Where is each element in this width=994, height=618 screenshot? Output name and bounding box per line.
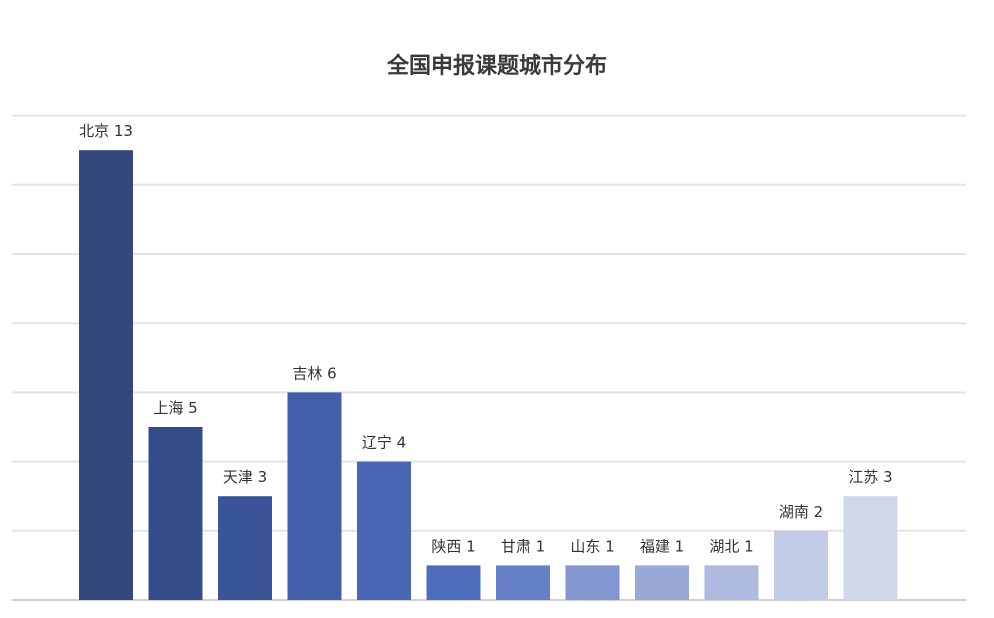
data-label-7: 甘肃 1 xyxy=(501,537,545,555)
data-label-6: 陕西 1 xyxy=(431,537,475,555)
bar-10 xyxy=(704,565,759,600)
data-label-8: 山东 1 xyxy=(570,537,614,555)
bar-7 xyxy=(496,565,550,600)
bar-8 xyxy=(565,565,620,600)
bar-5 xyxy=(357,461,411,600)
data-label-5: 辽宁 4 xyxy=(362,434,406,452)
bar-9 xyxy=(635,565,689,600)
bar-6 xyxy=(426,565,481,600)
data-label-12: 江苏 3 xyxy=(848,468,892,486)
data-label-4: 吉林 6 xyxy=(292,364,336,382)
bar-12 xyxy=(843,496,898,600)
bar-11 xyxy=(774,530,828,600)
bar-2 xyxy=(148,427,203,600)
bar-4 xyxy=(287,392,342,600)
chart-title: 全国申报课题城市分布 xyxy=(386,53,607,78)
data-label-3: 天津 3 xyxy=(223,468,267,486)
data-label-10: 湖北 1 xyxy=(709,537,753,555)
bar-1 xyxy=(79,150,133,600)
data-label-11: 湖南 2 xyxy=(779,503,823,521)
data-label-2: 上海 5 xyxy=(153,399,197,417)
data-label-1: 北京 13 xyxy=(79,122,133,140)
bar-3 xyxy=(218,496,272,600)
data-label-9: 福建 1 xyxy=(640,537,684,555)
